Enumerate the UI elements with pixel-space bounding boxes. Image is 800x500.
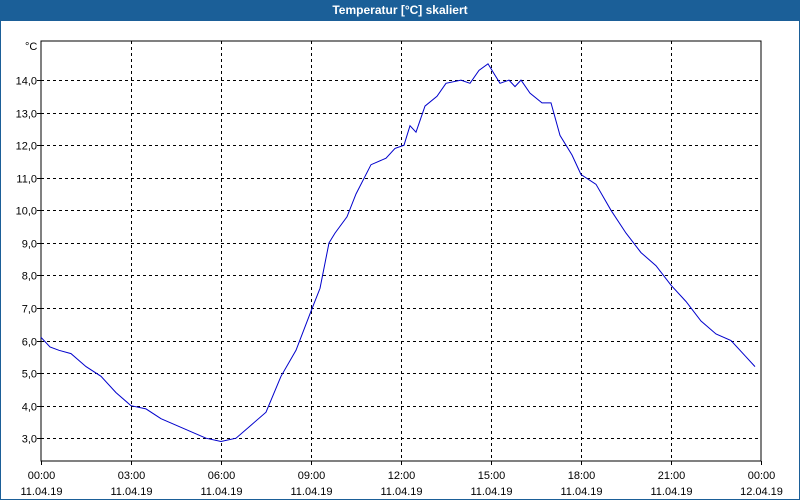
chart-title: Temperatur [°C] skaliert: [0, 0, 800, 20]
y-tick-label: 13,0: [16, 109, 37, 121]
x-tick-time-label: 09:00: [298, 470, 326, 482]
y-tick-label: 7,0: [22, 304, 37, 316]
series-layer: [40, 63, 756, 443]
y-tick-label: 3,0: [22, 434, 37, 446]
x-tick-date-label: 11.04.19: [470, 486, 512, 498]
y-tick-label: 14,0: [16, 76, 37, 88]
axes: [37, 40, 762, 465]
x-tick-time-label: 21:00: [658, 470, 686, 482]
x-tick-date-label: 11.04.19: [20, 486, 62, 498]
chart-frame: 3,0 4,0 5,0 6,0 7,0 8,0 9,0 10,0 11,0 12,0 13,0 14,…: [0, 20, 800, 500]
x-tick-time-label: 00:00: [748, 470, 776, 482]
x-tick-date-label: 11.04.19: [380, 486, 422, 498]
y-tick-label: 9,0: [22, 239, 37, 251]
x-tick-time-label: 15:00: [478, 470, 506, 482]
x-tick-date-label: 11.04.19: [290, 486, 332, 498]
x-tick-date-label: 11.04.19: [110, 486, 152, 498]
grid: [41, 41, 761, 461]
y-axis-unit: °C: [25, 41, 37, 53]
y-tick-label: 12,0: [16, 141, 37, 153]
y-tick-label: 11,0: [16, 174, 37, 186]
x-tick-date-label: 11.04.19: [200, 486, 242, 498]
x-tick-time-label: 00:00: [28, 470, 56, 482]
x-tick-time-label: 12:00: [388, 470, 416, 482]
y-tick-label: 4,0: [22, 402, 37, 414]
y-tick-label: 6,0: [22, 337, 37, 349]
x-tick-time-label: 18:00: [568, 470, 596, 482]
y-tick-label: 5,0: [22, 369, 37, 381]
x-tick-time-label: 06:00: [208, 470, 236, 482]
y-tick-label: 8,0: [22, 271, 37, 283]
x-tick-date-label: 11.04.19: [560, 486, 602, 498]
tick-labels: 3,0 4,0 5,0 6,0 7,0 8,0 9,0 10,0 11,0 12,0 13,0 14,…: [16, 76, 783, 499]
x-tick-date-label: 11.04.19: [650, 486, 692, 498]
temperature-series-line: [40, 63, 756, 443]
y-tick-label: 10,0: [16, 206, 37, 218]
temperature-chart: 3,0 4,0 5,0 6,0 7,0 8,0 9,0 10,0 11,0 12,0 13,0 14,…: [16, 40, 783, 499]
x-tick-date-label: 12.04.19: [740, 486, 783, 498]
x-tick-time-label: 03:00: [118, 470, 146, 482]
